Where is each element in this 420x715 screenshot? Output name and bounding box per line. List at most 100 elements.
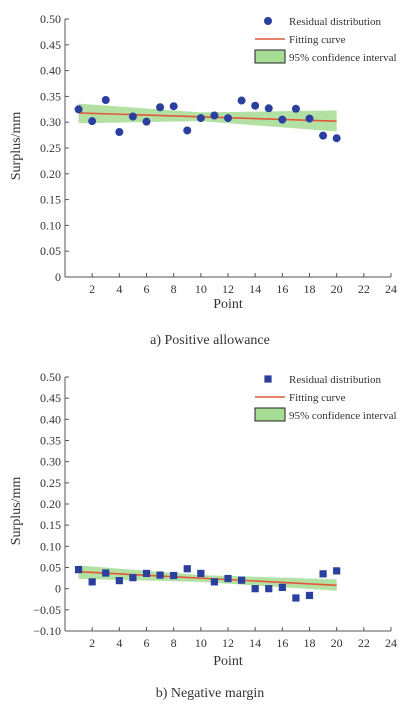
residual-point bbox=[101, 96, 110, 105]
y-tick-label: 0.15 bbox=[40, 193, 61, 207]
legend-label-residual: Residual distribution bbox=[289, 16, 381, 28]
chart-panel-a: 2 4 6 8 10 12 14 16 18 20 22 2400.050.100.150.200.2… bbox=[9, 12, 397, 348]
residual-point bbox=[156, 571, 164, 579]
residual-point bbox=[210, 578, 219, 586]
legend-label-fit: Fitting curve bbox=[289, 34, 346, 46]
residual-point bbox=[291, 104, 300, 113]
y-tick-label: 0.10 bbox=[40, 218, 61, 232]
x-tick-label: 14 bbox=[249, 282, 261, 296]
x-tick-label: 6 bbox=[144, 636, 150, 650]
x-tick-label: 10 bbox=[195, 636, 207, 650]
y-tick-label: 0.50 bbox=[40, 370, 61, 384]
fitting-curve-a bbox=[78, 112, 337, 122]
x-tick-label: 2 bbox=[89, 282, 95, 296]
y-tick-label: 0.30 bbox=[40, 455, 61, 469]
residual-point bbox=[74, 105, 83, 114]
x-tick-label: 14 bbox=[249, 636, 261, 650]
residual-points-b bbox=[74, 565, 341, 602]
x-tick-label: 16 bbox=[276, 636, 288, 650]
x-tick-label: 12 bbox=[222, 636, 234, 650]
x-axis-label-b: Point bbox=[213, 654, 243, 669]
residual-point bbox=[332, 134, 341, 143]
y-axis-label-a: Surplus/mm bbox=[9, 112, 24, 181]
x-tick-label: 2 bbox=[89, 636, 95, 650]
y-tick-label: 0.40 bbox=[40, 64, 61, 78]
y-tick-label: 0.25 bbox=[40, 141, 61, 155]
y-tick-label: 0.40 bbox=[40, 412, 61, 426]
fitting-curve-line bbox=[78, 570, 337, 587]
y-tick-label: 0 bbox=[55, 270, 61, 284]
x-tick-label: 4 bbox=[116, 636, 122, 650]
axes-a: 2 4 6 8 10 12 14 16 18 20 22 2400.050.100.150.200.2… bbox=[40, 12, 397, 296]
residual-point bbox=[115, 577, 123, 585]
residual-point bbox=[128, 112, 137, 121]
legend-b: Residual distribution Fitting curve 95% co… bbox=[254, 374, 397, 422]
y-tick-label: 0.50 bbox=[40, 12, 61, 26]
residual-point bbox=[170, 571, 178, 580]
y-tick-label: 0.45 bbox=[40, 391, 61, 405]
x-tick-label: 20 bbox=[331, 636, 343, 650]
legend-marker-band bbox=[254, 49, 286, 64]
legend-marker-band bbox=[254, 407, 286, 422]
legend-label-band: 95% confidence interval bbox=[289, 410, 397, 422]
legend-a: Residual distribution Fitting curve 95% co… bbox=[254, 16, 397, 64]
caption-b: b) Negative margin bbox=[156, 686, 265, 701]
residual-point bbox=[115, 128, 124, 137]
x-tick-label: 6 bbox=[144, 282, 150, 296]
residual-point bbox=[88, 578, 96, 586]
y-tick-label: 0.30 bbox=[40, 115, 61, 129]
x-tick-label: 12 bbox=[222, 282, 234, 296]
x-tick-label: 8 bbox=[171, 282, 177, 296]
x-tick-label: 16 bbox=[276, 282, 288, 296]
residual-point bbox=[264, 104, 273, 113]
residual-point bbox=[183, 126, 192, 135]
x-tick-label: 22 bbox=[358, 282, 370, 296]
residual-point bbox=[305, 591, 314, 600]
legend-label-band: 95% confidence interval bbox=[289, 52, 397, 64]
residual-point bbox=[278, 115, 287, 124]
residual-point bbox=[156, 103, 165, 112]
residual-point bbox=[142, 117, 151, 126]
residual-point bbox=[88, 117, 97, 126]
axes-b: 2 4 6 8 10 12 14 16 18 20 22 240.500.450.400.350.30… bbox=[33, 370, 397, 650]
legend-label-residual: Residual distribution bbox=[289, 374, 381, 386]
x-tick-label: 24 bbox=[385, 282, 397, 296]
y-tick-label: −0.10 bbox=[33, 624, 61, 638]
y-tick-label: 0.10 bbox=[40, 539, 61, 553]
x-tick-label: 4 bbox=[116, 282, 122, 296]
y-tick-label: −0.05 bbox=[33, 603, 61, 617]
x-tick-label: 18 bbox=[304, 636, 316, 650]
y-tick-label: 0.20 bbox=[40, 167, 61, 181]
y-tick-label: 0.05 bbox=[40, 561, 61, 575]
y-tick-label: 0.20 bbox=[40, 497, 61, 511]
residual-point bbox=[74, 566, 83, 574]
x-tick-label: 22 bbox=[358, 636, 370, 650]
residual-point bbox=[102, 569, 110, 577]
x-tick-label: 24 bbox=[385, 636, 397, 650]
x-tick-label: 8 bbox=[171, 636, 177, 650]
residual-point bbox=[224, 114, 232, 123]
residual-point bbox=[129, 574, 137, 582]
residual-point bbox=[319, 570, 327, 578]
residual-point bbox=[169, 102, 178, 111]
x-tick-label: 18 bbox=[304, 282, 316, 296]
legend-marker-residual bbox=[264, 375, 272, 383]
x-tick-label: 10 bbox=[195, 282, 207, 296]
residual-point bbox=[278, 583, 286, 591]
y-tick-label: 0 bbox=[55, 582, 61, 596]
residual-point bbox=[305, 114, 314, 123]
residual-point bbox=[237, 96, 246, 105]
residual-point bbox=[210, 111, 219, 120]
residual-point bbox=[197, 569, 205, 578]
residual-point bbox=[196, 114, 205, 123]
x-tick-label: 20 bbox=[331, 282, 343, 296]
legend-marker-residual bbox=[264, 17, 272, 25]
residual-point bbox=[224, 574, 232, 583]
chart-panel-b: 2 4 6 8 10 12 14 16 18 20 22 240.500.450.400.350.30… bbox=[9, 370, 397, 701]
y-tick-label: 0.05 bbox=[40, 244, 61, 258]
residual-point bbox=[237, 576, 246, 584]
residual-point bbox=[251, 101, 260, 110]
residual-point bbox=[319, 131, 328, 140]
fitting-curve-line bbox=[78, 112, 337, 122]
